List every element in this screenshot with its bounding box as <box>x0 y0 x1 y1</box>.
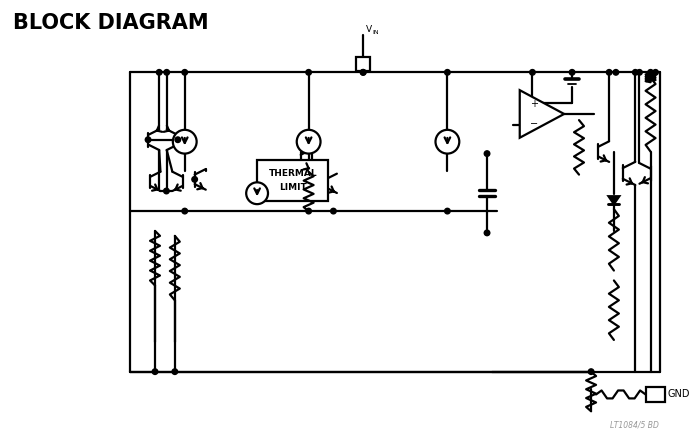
Circle shape <box>306 208 312 214</box>
Circle shape <box>296 130 321 153</box>
Circle shape <box>156 70 162 75</box>
Circle shape <box>632 70 638 75</box>
Circle shape <box>246 182 268 204</box>
Circle shape <box>530 70 536 75</box>
Circle shape <box>306 70 312 75</box>
Text: LT1084/5 BD: LT1084/5 BD <box>609 420 659 429</box>
Circle shape <box>636 70 642 75</box>
Circle shape <box>607 70 612 75</box>
Circle shape <box>192 176 198 182</box>
Circle shape <box>444 70 450 75</box>
Circle shape <box>484 151 490 157</box>
Circle shape <box>182 70 187 75</box>
Text: LIMIT: LIMIT <box>279 183 307 192</box>
Circle shape <box>613 70 618 75</box>
Circle shape <box>444 208 450 214</box>
Circle shape <box>588 369 594 374</box>
Circle shape <box>145 137 151 142</box>
Circle shape <box>361 70 366 75</box>
Polygon shape <box>609 196 619 204</box>
Bar <box>257 160 328 201</box>
Polygon shape <box>520 90 564 138</box>
Circle shape <box>182 208 187 214</box>
Circle shape <box>175 137 180 142</box>
Text: THERMAL: THERMAL <box>269 169 317 178</box>
Circle shape <box>435 130 460 153</box>
Circle shape <box>330 208 337 214</box>
Circle shape <box>484 230 490 235</box>
Circle shape <box>361 70 366 75</box>
Text: GND: GND <box>667 389 690 400</box>
Circle shape <box>152 369 158 374</box>
Circle shape <box>164 70 169 75</box>
Circle shape <box>569 70 575 75</box>
Text: V: V <box>366 25 372 34</box>
Bar <box>645 386 665 402</box>
Circle shape <box>653 70 659 75</box>
Text: +: + <box>530 99 538 109</box>
Circle shape <box>164 188 169 194</box>
Circle shape <box>172 369 178 374</box>
Bar <box>356 57 370 71</box>
Circle shape <box>173 130 197 153</box>
Text: −: − <box>530 119 538 129</box>
Circle shape <box>647 70 654 75</box>
Text: IN: IN <box>372 30 379 35</box>
Text: BLOCK DIAGRAM: BLOCK DIAGRAM <box>13 13 209 33</box>
